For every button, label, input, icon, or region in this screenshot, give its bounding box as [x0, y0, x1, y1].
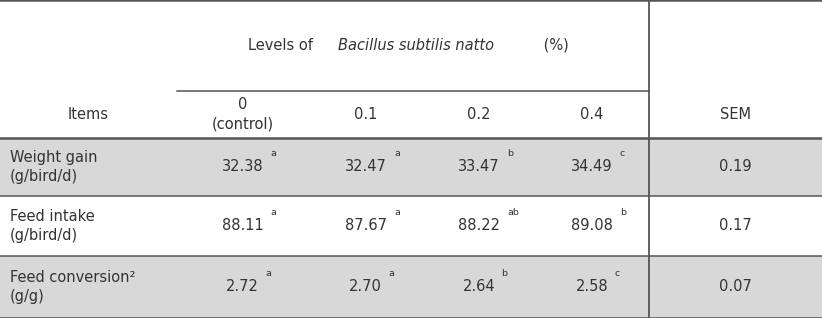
Text: ab: ab — [507, 208, 519, 217]
Text: 0.1: 0.1 — [354, 107, 377, 122]
Text: 32.38: 32.38 — [222, 159, 263, 175]
Text: a: a — [394, 149, 400, 158]
Text: 0.2: 0.2 — [467, 107, 491, 122]
Text: a: a — [265, 269, 271, 278]
Text: Weight gain
(g/bird/d): Weight gain (g/bird/d) — [10, 150, 97, 184]
Text: Feed conversion²
(g/g): Feed conversion² (g/g) — [10, 270, 136, 304]
Text: a: a — [270, 208, 276, 217]
Text: c: c — [620, 149, 626, 158]
Text: Items: Items — [68, 107, 109, 122]
Text: a: a — [388, 269, 395, 278]
Text: b: b — [620, 208, 626, 217]
Text: 88.22: 88.22 — [458, 218, 500, 233]
Text: Feed intake
(g/bird/d): Feed intake (g/bird/d) — [10, 209, 95, 243]
Text: 2.58: 2.58 — [575, 280, 608, 294]
Text: 2.64: 2.64 — [463, 280, 495, 294]
Text: Bacillus subtilis natto: Bacillus subtilis natto — [338, 38, 494, 53]
Text: Levels of: Levels of — [248, 38, 318, 53]
Text: b: b — [501, 269, 507, 278]
Text: 0
(control): 0 (control) — [211, 97, 274, 132]
Bar — [0, 138, 822, 196]
Bar — [0, 256, 822, 318]
Text: 0.07: 0.07 — [719, 280, 752, 294]
Text: 88.11: 88.11 — [222, 218, 263, 233]
Text: 33.47: 33.47 — [458, 159, 500, 175]
Text: 34.49: 34.49 — [571, 159, 612, 175]
Text: a: a — [395, 208, 400, 217]
Text: 87.67: 87.67 — [344, 218, 387, 233]
Text: c: c — [614, 269, 620, 278]
Text: 32.47: 32.47 — [345, 159, 386, 175]
Text: 89.08: 89.08 — [571, 218, 612, 233]
Text: 2.72: 2.72 — [226, 280, 259, 294]
Text: (%): (%) — [539, 38, 569, 53]
Text: SEM: SEM — [720, 107, 751, 122]
Text: b: b — [507, 149, 513, 158]
Text: 2.70: 2.70 — [349, 280, 382, 294]
Text: a: a — [270, 149, 276, 158]
Text: 0.17: 0.17 — [719, 218, 752, 233]
Text: 0.19: 0.19 — [719, 159, 752, 175]
Text: 0.4: 0.4 — [580, 107, 603, 122]
